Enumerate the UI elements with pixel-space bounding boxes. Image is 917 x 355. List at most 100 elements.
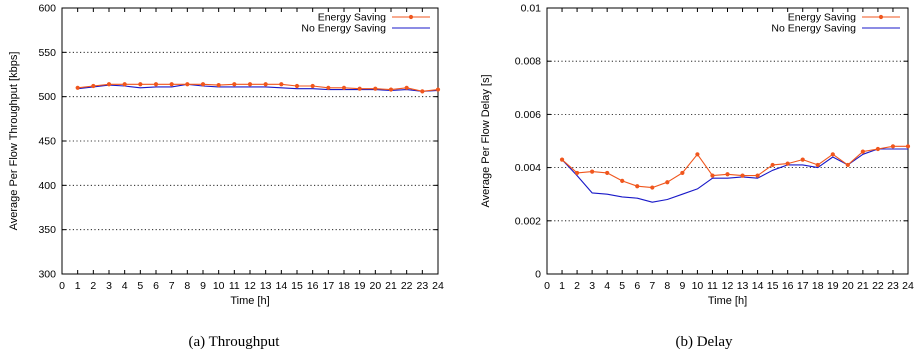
x-tick-label: 11 xyxy=(707,280,718,292)
plot-frame xyxy=(546,7,909,275)
data-point-energy-saving xyxy=(800,157,805,162)
series-line-energy-saving xyxy=(561,145,908,189)
data-point-energy-saving xyxy=(695,152,700,157)
x-tick-label: 17 xyxy=(322,280,334,292)
x-tick-label: 23 xyxy=(416,280,428,292)
x-tick-label: 3 xyxy=(106,280,112,292)
series-line-no-energy-saving xyxy=(77,83,439,92)
data-point-energy-saving xyxy=(680,170,685,176)
x-tick-label: 15 xyxy=(767,280,779,292)
x-tick-label: 16 xyxy=(782,280,794,292)
x-tick-label: 5 xyxy=(619,280,625,292)
legend-marker-energy-saving xyxy=(408,14,414,20)
data-point-energy-saving xyxy=(357,86,362,91)
x-tick-label: 16 xyxy=(307,280,319,292)
series-line-energy-saving xyxy=(77,83,439,92)
data-point-energy-saving xyxy=(310,83,315,89)
data-point-energy-saving xyxy=(830,152,835,157)
y-tick-label: 600 xyxy=(38,3,56,15)
x-tick-label: 18 xyxy=(338,280,350,292)
x-tick-label: 14 xyxy=(752,280,764,292)
x-tick-label: 1 xyxy=(559,280,565,292)
x-tick-label: 0 xyxy=(59,280,65,292)
data-point-energy-saving xyxy=(341,85,347,90)
x-tick-label: 12 xyxy=(244,280,256,292)
data-point-energy-saving xyxy=(785,161,790,166)
x-tick-label: 21 xyxy=(385,280,397,292)
x-tick-label: 0 xyxy=(544,280,550,292)
data-point-energy-saving xyxy=(153,82,159,87)
data-point-energy-saving xyxy=(326,85,331,90)
data-point-energy-saving xyxy=(106,82,112,87)
x-tick-label: 20 xyxy=(369,280,381,292)
data-point-energy-saving xyxy=(755,173,760,178)
data-point-energy-saving xyxy=(91,83,96,89)
data-point-energy-saving xyxy=(905,144,911,149)
x-tick-label: 2 xyxy=(90,280,96,292)
x-tick-label: 11 xyxy=(229,280,240,292)
x-tick-label: 15 xyxy=(291,280,303,292)
data-point-energy-saving xyxy=(247,82,253,87)
x-tick-label: 21 xyxy=(857,280,869,292)
caption-delay: (b) Delay xyxy=(675,334,733,350)
data-point-energy-saving xyxy=(559,157,565,162)
data-point-energy-saving xyxy=(75,85,80,90)
x-axis-label: Time [h] xyxy=(708,295,747,307)
data-point-energy-saving xyxy=(185,82,190,87)
data-point-energy-saving xyxy=(216,83,221,88)
x-tick-label: 22 xyxy=(872,280,884,292)
y-tick-label: 0.008 xyxy=(515,56,541,68)
legend-label-no-energy-saving: No Energy Saving xyxy=(301,23,386,35)
x-axis-label: Time [h] xyxy=(230,295,269,307)
x-tick-label: 10 xyxy=(213,280,225,292)
x-tick-label: 5 xyxy=(137,280,143,292)
x-tick-label: 13 xyxy=(260,280,272,292)
data-point-energy-saving xyxy=(232,82,237,87)
x-tick-label: 2 xyxy=(574,280,580,292)
data-point-energy-saving xyxy=(404,85,409,90)
x-tick-label: 14 xyxy=(275,280,287,292)
legend-marker-energy-saving xyxy=(878,14,884,20)
y-tick-label: 400 xyxy=(38,180,56,192)
x-tick-label: 13 xyxy=(737,280,749,292)
x-tick-label: 7 xyxy=(169,280,175,292)
y-tick-label: 450 xyxy=(38,136,56,148)
y-tick-label: 0.006 xyxy=(515,109,541,121)
y-axis-label: Average Per Flow Delay [s] xyxy=(480,74,492,207)
y-tick-label: 350 xyxy=(38,224,56,236)
x-tick-label: 19 xyxy=(827,280,839,292)
y-tick-label: 0.01 xyxy=(521,3,542,15)
data-point-energy-saving xyxy=(279,82,284,87)
x-tick-label: 10 xyxy=(692,280,704,292)
data-point-energy-saving xyxy=(590,169,595,174)
y-tick-label: 300 xyxy=(38,269,56,281)
x-tick-label: 22 xyxy=(401,280,413,292)
x-tick-label: 20 xyxy=(842,280,854,292)
legend-label-energy-saving: Energy Saving xyxy=(318,12,386,24)
x-tick-label: 23 xyxy=(887,280,899,292)
y-tick-label: 550 xyxy=(38,47,56,59)
data-point-energy-saving xyxy=(725,172,730,177)
x-tick-label: 6 xyxy=(153,280,159,292)
x-tick-label: 24 xyxy=(432,280,444,292)
x-tick-label: 18 xyxy=(812,280,824,292)
data-point-energy-saving xyxy=(605,170,610,176)
data-point-energy-saving xyxy=(294,83,300,89)
data-point-energy-saving xyxy=(650,185,655,190)
y-tick-label: 500 xyxy=(38,91,56,103)
data-point-energy-saving xyxy=(435,87,441,92)
data-point-energy-saving xyxy=(200,82,206,87)
data-point-energy-saving xyxy=(845,162,850,168)
y-tick-label: 0 xyxy=(535,269,541,281)
y-tick-label: 0.004 xyxy=(515,162,541,174)
data-point-energy-saving xyxy=(740,173,745,178)
x-tick-label: 17 xyxy=(797,280,809,292)
x-tick-label: 4 xyxy=(122,280,128,292)
x-tick-label: 9 xyxy=(679,280,685,292)
x-tick-label: 12 xyxy=(722,280,734,292)
data-point-energy-saving xyxy=(388,87,394,92)
data-point-energy-saving xyxy=(770,162,775,168)
data-point-energy-saving xyxy=(373,86,378,91)
x-tick-label: 9 xyxy=(200,280,206,292)
